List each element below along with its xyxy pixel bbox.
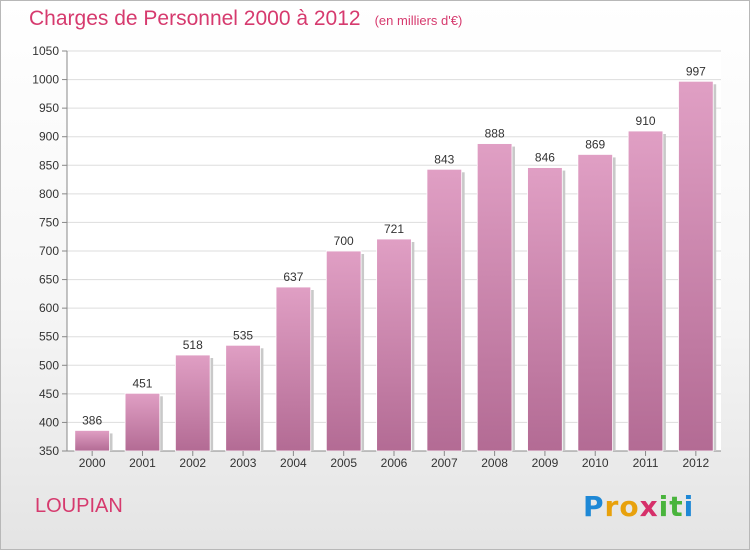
x-tick-label: 2004 <box>280 456 307 470</box>
logo-letter: i <box>683 490 695 523</box>
logo-letter: r <box>604 490 620 523</box>
value-label: 535 <box>233 328 253 342</box>
value-label: 721 <box>384 222 404 236</box>
chart-subtitle: (en milliers d'€) <box>374 13 463 28</box>
y-tick-label: 1050 <box>32 44 59 58</box>
bar <box>577 154 613 452</box>
bar <box>376 238 412 452</box>
y-tick-label: 850 <box>39 158 59 172</box>
value-label: 869 <box>585 137 605 151</box>
y-tick-label: 800 <box>39 187 59 201</box>
y-tick-label: 900 <box>39 130 59 144</box>
x-tick-label: 2011 <box>633 456 659 470</box>
bar <box>275 286 312 452</box>
x-tick-label: 2002 <box>179 456 206 470</box>
y-tick-label: 500 <box>39 358 59 372</box>
y-tick-label: 450 <box>39 387 59 401</box>
bar <box>175 354 211 452</box>
value-label: 910 <box>636 114 656 128</box>
bar <box>527 167 563 452</box>
value-label: 846 <box>535 151 555 165</box>
bar <box>74 430 110 452</box>
x-tick-label: 2012 <box>682 456 709 470</box>
commune-name: LOUPIAN <box>35 495 123 517</box>
x-tick-label: 2001 <box>129 456 156 470</box>
x-tick-label: 2010 <box>582 456 609 470</box>
value-label: 700 <box>334 234 354 248</box>
x-tick-label: 2007 <box>431 456 458 470</box>
bar <box>678 80 714 452</box>
x-tick-label: 2008 <box>481 456 508 470</box>
bar <box>124 392 161 452</box>
value-label: 843 <box>434 152 454 166</box>
value-label: 997 <box>686 64 706 78</box>
y-tick-label: 750 <box>39 215 59 229</box>
chart-title-text: Charges de Personnel 2000 à 2012 <box>29 7 361 30</box>
value-label: 518 <box>183 338 203 352</box>
value-label: 451 <box>132 376 152 390</box>
logo-letter: i <box>658 490 670 523</box>
value-label: 637 <box>283 270 303 284</box>
value-label: 888 <box>485 127 505 141</box>
logo-letter: x <box>639 490 659 523</box>
y-tick-label: 400 <box>39 415 59 429</box>
bar <box>476 143 513 452</box>
bar <box>225 344 261 452</box>
y-tick-label: 650 <box>39 273 59 287</box>
bar <box>627 130 664 452</box>
y-tick-label: 950 <box>39 101 59 115</box>
x-tick-label: 2005 <box>330 456 357 470</box>
chart-title: Charges de Personnel 2000 à 2012 (en mill… <box>29 7 462 31</box>
logo-letter: t <box>669 490 684 523</box>
x-tick-label: 2003 <box>230 456 257 470</box>
proxiti-logo: Proxiti <box>583 490 694 523</box>
x-tick-label: 2000 <box>79 456 106 470</box>
value-label: 386 <box>82 413 102 427</box>
x-tick-label: 2009 <box>532 456 559 470</box>
y-tick-label: 700 <box>39 244 59 258</box>
y-tick-label: 1000 <box>32 73 59 87</box>
x-tick-label: 2006 <box>381 456 408 470</box>
bar <box>426 168 463 452</box>
logo-letter: o <box>619 490 640 523</box>
logo-letter: P <box>583 490 605 523</box>
y-tick-label: 550 <box>39 330 59 344</box>
y-tick-label: 350 <box>39 444 59 458</box>
bar <box>325 250 362 452</box>
y-tick-label: 600 <box>39 301 59 315</box>
